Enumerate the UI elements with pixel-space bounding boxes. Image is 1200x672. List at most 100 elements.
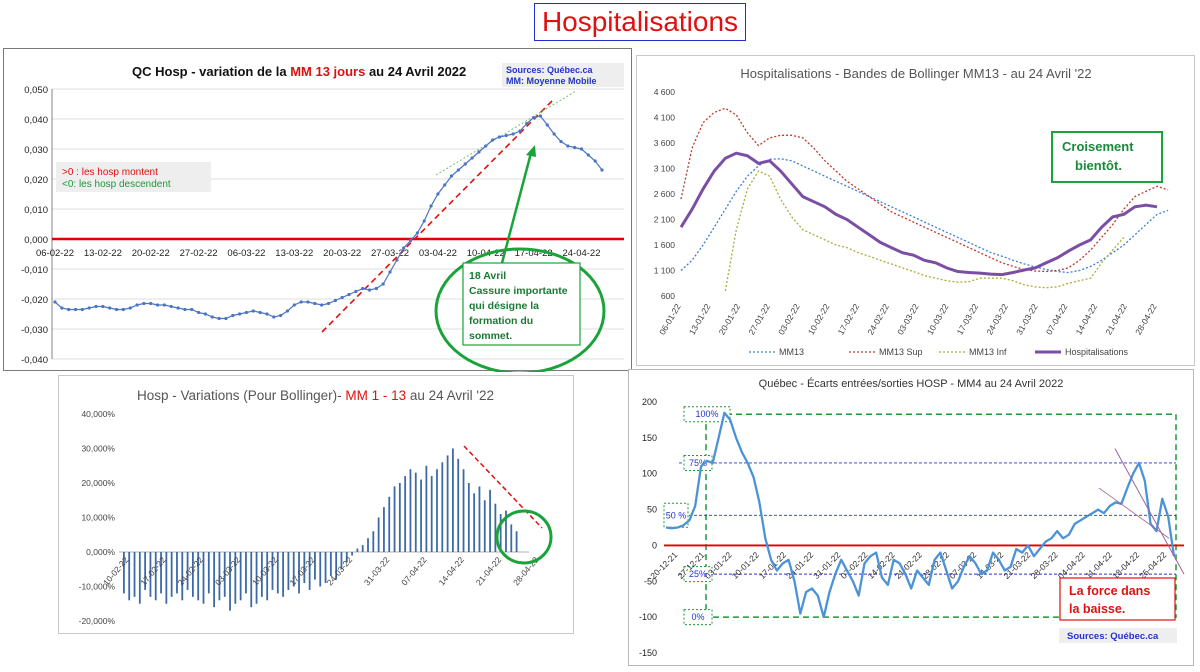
trend-dotted — [435, 90, 577, 176]
series-point — [552, 132, 556, 136]
y-tick-label: -150 — [639, 648, 657, 658]
series-point — [320, 303, 324, 307]
band-label: 50 % — [666, 510, 687, 520]
legend-box — [56, 162, 211, 192]
legend-label: MM13 Inf — [969, 347, 1007, 357]
callout-line: bientôt. — [1075, 158, 1122, 173]
x-tick-label: 11-04-22 — [1083, 550, 1114, 581]
y-tick-label: 50 — [647, 505, 657, 515]
x-tick-label: 27-03-22 — [371, 248, 409, 259]
series-point — [196, 310, 201, 315]
legend-label: MM13 Sup — [879, 347, 923, 357]
bar — [478, 486, 481, 552]
series-point — [183, 307, 187, 312]
series-point — [128, 306, 132, 310]
series-point — [573, 145, 577, 150]
x-tick-label: 07-03-22 — [947, 550, 978, 581]
bar — [329, 552, 332, 577]
series-point — [244, 310, 249, 315]
callout-line: la baisse. — [1069, 602, 1125, 616]
bar — [202, 552, 205, 604]
source-box — [1059, 628, 1177, 643]
y-tick-label: 0 — [652, 540, 657, 550]
series-point — [497, 135, 502, 139]
bar — [181, 552, 184, 601]
series-point — [272, 315, 276, 319]
series-point — [579, 147, 584, 151]
bar — [473, 493, 476, 552]
x-tick-label: 20-01-22 — [717, 302, 743, 337]
x-tick-label: 24-01-22 — [784, 550, 815, 581]
bar — [345, 552, 348, 563]
series-point — [238, 312, 242, 316]
x-tick-label: 20-03-22 — [323, 248, 361, 259]
series-point — [525, 121, 529, 126]
trend-line — [1114, 448, 1185, 575]
chart-title-part: au 24 Avril 2022 — [365, 64, 466, 79]
y-tick-label: 4 100 — [654, 113, 676, 123]
x-tick-label: 06-02-22 — [36, 248, 74, 259]
bar — [361, 545, 364, 552]
x-tick-label: 31-03-22 — [362, 555, 392, 588]
chart-title: Québec - Écarts entrées/sorties HOSP - M… — [759, 377, 1064, 390]
x-tick-label: 10-03-22 — [925, 302, 951, 337]
bar — [414, 472, 417, 552]
series-point — [456, 168, 461, 172]
bar — [425, 465, 428, 552]
annotation-circle — [434, 247, 606, 372]
y-tick-label: 1 100 — [654, 266, 676, 276]
y-tick-label: 0,000% — [86, 547, 115, 557]
bar — [207, 552, 210, 594]
bar — [154, 552, 157, 601]
bar — [165, 552, 168, 604]
x-tick-label: 07-04-22 — [1044, 302, 1070, 337]
bar — [197, 552, 200, 601]
x-tick-label: 31-03-22 — [1014, 302, 1040, 337]
series-point — [326, 301, 331, 306]
bar — [160, 552, 162, 594]
y-tick-label: -20,000% — [79, 616, 116, 626]
bar — [287, 552, 290, 590]
x-tick-label: 03-03-22 — [895, 302, 921, 337]
series-point — [600, 168, 604, 172]
x-tick-label: 25-04-22 — [1137, 550, 1168, 581]
band-label-box — [683, 609, 713, 626]
bar — [298, 552, 300, 594]
y-tick-label: 10,000% — [81, 513, 115, 523]
bar — [367, 538, 369, 552]
x-tick-label: 21-04-22 — [474, 555, 504, 588]
series-point — [149, 301, 153, 306]
chart-bollinger-bands-svg: Hospitalisations - Bandes de Bollinger M… — [654, 66, 1169, 357]
series-point — [87, 306, 91, 310]
x-tick-label: 17-03-22 — [955, 302, 981, 337]
series-point — [333, 298, 337, 303]
x-tick-label: 17-02-22 — [138, 555, 168, 588]
bar — [213, 552, 216, 608]
x-tick-label: 28-02-22 — [920, 550, 951, 581]
series-point — [285, 309, 290, 313]
bar — [452, 448, 454, 552]
chart-ecarts-entrees-sorties-svg: Québec - Écarts entrées/sorties HOSP - M… — [639, 377, 1185, 658]
y-tick-label: 4 600 — [654, 87, 676, 97]
series-point — [449, 174, 454, 178]
x-tick-label: 17-04-22 — [515, 248, 553, 259]
y-tick-label: -0,010 — [21, 265, 48, 276]
series-point — [395, 258, 399, 262]
series-point — [367, 288, 372, 292]
chart-title: Hospitalisations - Bandes de Bollinger M… — [740, 66, 1091, 81]
bar — [282, 552, 284, 597]
bar — [398, 483, 401, 552]
bar — [483, 500, 486, 552]
series-point — [210, 315, 214, 319]
chart-title-part: MM 1 - 13 — [345, 388, 406, 403]
bar — [404, 476, 407, 552]
x-tick-label: 03-02-22 — [776, 302, 802, 337]
x-tick-label: 10-02-22 — [806, 302, 832, 337]
band-label-box — [663, 502, 689, 528]
series-point — [80, 307, 84, 312]
chart-title: Hosp - Variations (Pour Bollinger)- MM 1… — [137, 388, 494, 403]
x-tick-label: 06-01-22 — [657, 302, 683, 337]
bar — [292, 552, 295, 587]
series-point — [559, 139, 563, 144]
bar — [303, 552, 306, 584]
